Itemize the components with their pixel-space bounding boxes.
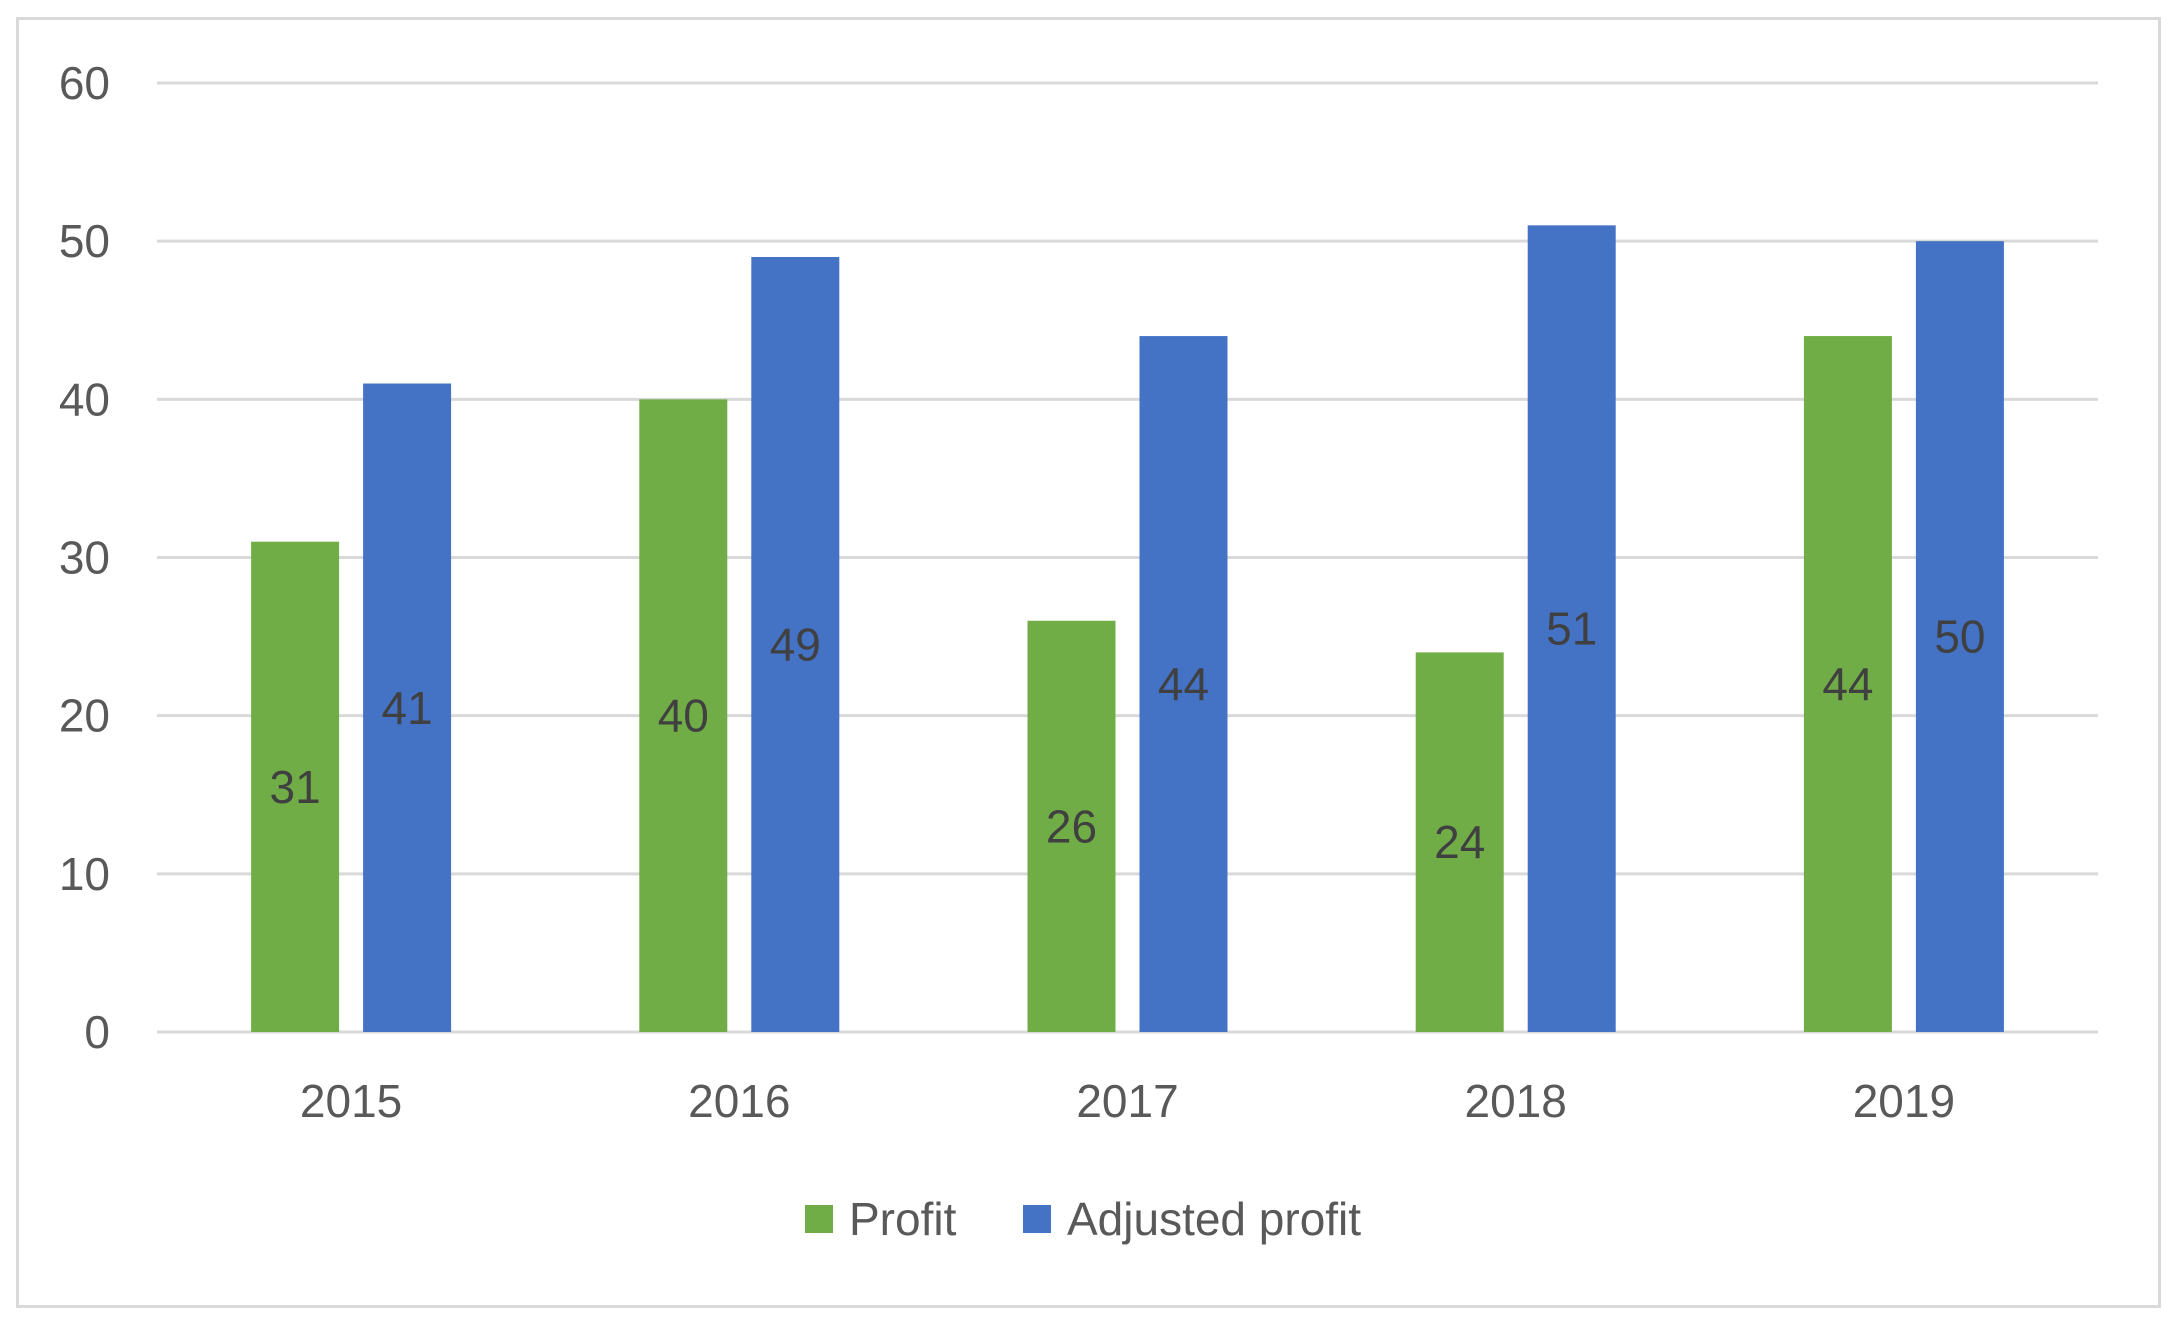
data-label: 31 xyxy=(270,761,321,813)
x-tick-label: 2018 xyxy=(1465,1075,1567,1127)
bar-adjusted-profit-2016 xyxy=(751,256,840,1032)
y-tick-label: 30 xyxy=(59,532,110,584)
legend: Profit Adjusted profit xyxy=(805,1193,1361,1245)
data-label: 44 xyxy=(1158,658,1209,710)
x-tick-label: 2019 xyxy=(1853,1075,1955,1127)
y-tick-label: 40 xyxy=(59,373,110,425)
bar-adjusted-profit-2017 xyxy=(1139,336,1228,1033)
data-label: 50 xyxy=(1934,611,1985,663)
bar-profit-2019 xyxy=(1803,336,1892,1033)
x-axis-tick-labels: 2015 2016 2017 2018 2019 xyxy=(300,1075,1955,1127)
y-tick-label: 10 xyxy=(59,848,110,900)
x-tick-label: 2015 xyxy=(300,1075,402,1127)
bar-profit-2017 xyxy=(1027,620,1116,1032)
data-label: 44 xyxy=(1822,658,1873,710)
data-label: 51 xyxy=(1546,603,1597,655)
y-axis-tick-labels: 0 10 20 30 40 50 60 xyxy=(59,57,110,1058)
bar-adjusted-profit-2019 xyxy=(1915,241,2004,1032)
data-label: 26 xyxy=(1046,800,1097,852)
y-tick-label: 50 xyxy=(59,215,110,267)
bar-profit-2015 xyxy=(251,541,340,1032)
bar-adjusted-profit-2015 xyxy=(363,383,452,1032)
gridlines xyxy=(157,81,2098,1034)
legend-swatch xyxy=(1023,1205,1051,1233)
x-tick-label: 2016 xyxy=(688,1075,790,1127)
bar-profit-2018 xyxy=(1415,652,1504,1032)
data-label: 41 xyxy=(382,682,433,734)
data-label: 40 xyxy=(658,690,709,742)
y-tick-label: 0 xyxy=(84,1006,110,1058)
data-label: 24 xyxy=(1434,816,1485,868)
legend-label: Adjusted profit xyxy=(1067,1193,1361,1245)
y-tick-label: 20 xyxy=(59,690,110,742)
legend-label: Profit xyxy=(849,1193,957,1245)
y-tick-label: 60 xyxy=(59,57,110,109)
data-labels: 31 41 40 49 26 44 24 51 44 50 xyxy=(270,603,1986,869)
legend-swatch xyxy=(805,1205,833,1233)
bars xyxy=(251,225,2004,1033)
bar-adjusted-profit-2018 xyxy=(1527,225,1616,1033)
x-tick-label: 2017 xyxy=(1076,1075,1178,1127)
data-label: 49 xyxy=(770,618,821,670)
bar-profit-2016 xyxy=(639,399,728,1032)
